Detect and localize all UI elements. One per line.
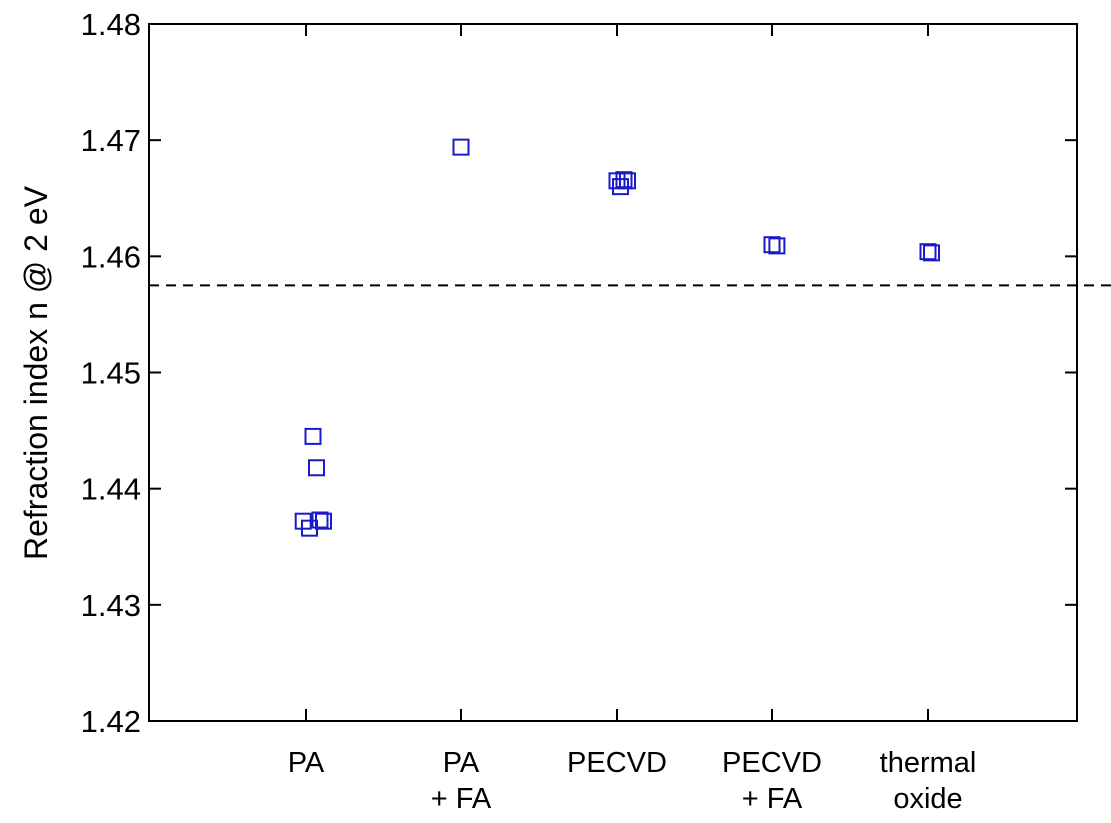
x-category-label: thermal oxide (880, 747, 977, 815)
data-point (619, 172, 636, 190)
data-points (294, 138, 940, 537)
plot-frame (148, 23, 1078, 722)
y-tick-label: 1.46 (81, 239, 141, 274)
x-category-label: PA + FA (431, 747, 492, 815)
data-point (308, 459, 325, 477)
x-category-labels: PA PA + FA PECVD PECVD + FA thermal oxide (288, 747, 977, 815)
y-tick-label: 1.42 (81, 704, 141, 739)
data-point (919, 243, 937, 261)
y-tick-labels: 1.42 1.43 1.44 1.45 1.46 1.47 1.48 (81, 7, 141, 739)
y-tick-label: 1.43 (81, 588, 141, 623)
y-tick-label: 1.45 (81, 356, 141, 391)
data-point (923, 244, 940, 262)
data-point (768, 237, 786, 255)
data-point (452, 138, 470, 156)
data-point (615, 171, 633, 189)
data-point (311, 511, 329, 529)
y-tick-label: 1.47 (81, 123, 141, 158)
x-category-label: PECVD + FA (722, 747, 822, 815)
data-point (315, 512, 332, 530)
y-axis-label: Refraction index n @ 2 eV (18, 185, 54, 560)
y-tick-label: 1.44 (81, 472, 141, 507)
data-point (304, 427, 322, 445)
data-point (763, 236, 781, 254)
y-tick-label: 1.48 (81, 7, 141, 42)
x-category-label: PECVD (567, 747, 667, 779)
axis-ticks (149, 23, 1077, 722)
x-category-label: PA (288, 747, 325, 779)
